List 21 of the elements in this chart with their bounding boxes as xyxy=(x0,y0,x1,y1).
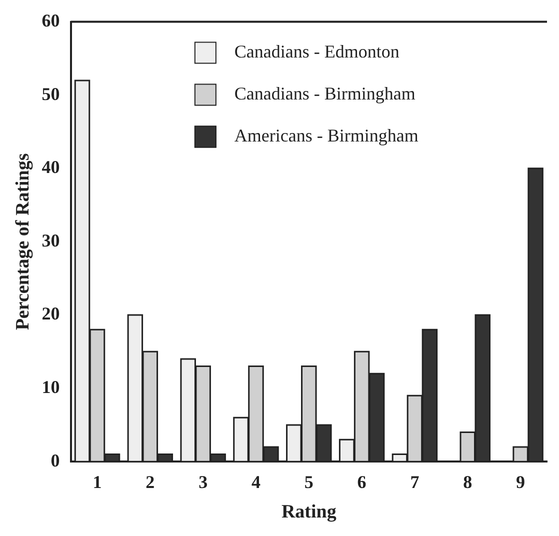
x-tick-label: 1 xyxy=(92,472,102,492)
y-tick-label: 20 xyxy=(42,304,60,324)
x-tick-label: 4 xyxy=(251,472,260,492)
x-tick-label: 6 xyxy=(357,472,366,492)
legend-label: Canadians - Edmonton xyxy=(234,42,400,62)
legend-label: Canadians - Birmingham xyxy=(234,84,416,104)
y-tick-label: 0 xyxy=(50,450,60,470)
y-tick-label: 50 xyxy=(42,84,60,104)
x-axis-title: Rating xyxy=(281,502,337,523)
y-tick-label: 30 xyxy=(42,230,60,250)
x-tick-label: 7 xyxy=(410,472,420,492)
x-tick-label: 8 xyxy=(463,472,472,492)
y-axis-title: Percentage of Ratings xyxy=(12,153,34,330)
y-tick-label: 40 xyxy=(42,157,60,178)
x-tick-label: 2 xyxy=(146,472,155,492)
y-tick-label: 10 xyxy=(42,376,60,397)
y-tick-label: 60 xyxy=(42,10,60,30)
legend-label: Americans - Birmingham xyxy=(234,126,418,146)
x-tick-label: 3 xyxy=(198,472,208,492)
x-tick-label: 5 xyxy=(304,472,314,492)
x-tick-label: 9 xyxy=(516,472,526,492)
